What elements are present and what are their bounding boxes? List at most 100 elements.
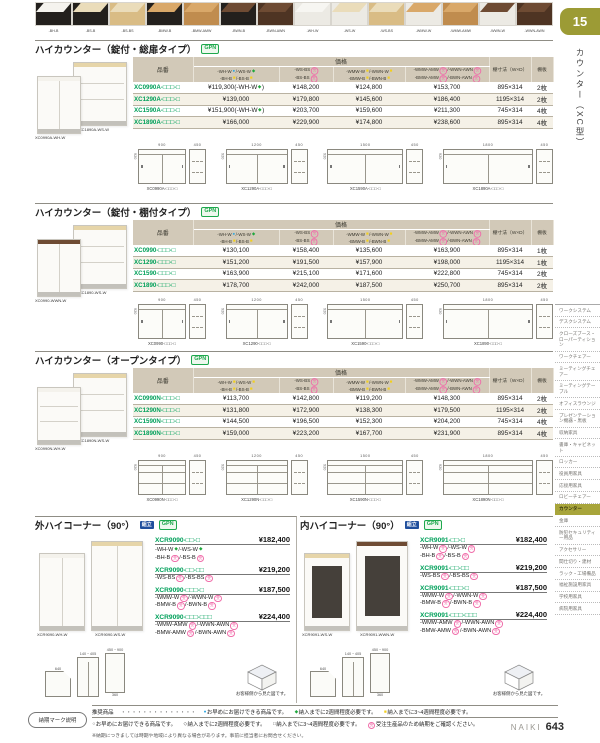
price-cell: ¥196,500 <box>292 418 320 426</box>
col-header-size: 棚寸法（W×D） <box>489 220 532 246</box>
finish-swatch: -WH-W <box>294 2 331 33</box>
shelf-count: 4枚 <box>537 108 547 116</box>
height-dim: 920 <box>220 308 225 315</box>
sidebar-item-1[interactable]: デスクシステム <box>555 317 600 329</box>
sidebar-item-10[interactable]: ロッカー <box>555 457 600 469</box>
sidebar-item-12[interactable]: 応接用家具 <box>555 480 600 492</box>
made-to-order-mark: 受 <box>470 572 478 580</box>
swatch-label: -BWN-B <box>231 28 246 33</box>
made-to-order-mark: 受 <box>495 620 503 628</box>
sidebar-item-9[interactable]: 書庫・キャビネット <box>555 439 600 457</box>
col-header-size: 棚寸法（W×D） <box>489 368 532 394</box>
price-cell: ¥119,300(-WH-W◆) <box>208 84 264 91</box>
product-code: XC0990-□□□-□ <box>134 247 176 255</box>
color-code: /-BWN-B <box>368 75 386 81</box>
dim: 140・405 <box>344 652 362 656</box>
sidebar-item-8[interactable]: 収納家具 <box>555 428 600 440</box>
col-header-colors: -WH-W■/-WS-W■ -BH-B■/-BS-B■ <box>193 377 280 393</box>
dim: 360 <box>376 693 384 697</box>
col-header-shelf: 棚板 <box>531 220 554 246</box>
brand-pagenumber: NAIKI 643 <box>511 721 564 733</box>
front-view <box>327 460 404 495</box>
width-dim: 900 <box>158 454 166 458</box>
color-code: /-WS-W <box>178 547 198 553</box>
sidebar-item-15[interactable]: 金庫 <box>555 515 600 528</box>
sidebar-item-4[interactable]: ミーティングチェアー <box>555 363 600 381</box>
made-to-order-mark: 受 <box>176 574 184 582</box>
sidebar-item-18[interactable]: 間仕切り・建材 <box>555 556 600 569</box>
swatch-image <box>35 2 72 26</box>
diamond-delivery-mark: ◇ <box>183 721 188 727</box>
made-to-order-mark: 受 <box>439 385 447 393</box>
sidebar-item-16[interactable]: 防犯セキュリティー用品 <box>555 527 600 545</box>
sidebar-item-5[interactable]: ミーティングテーブル <box>555 381 600 399</box>
color-line: -WMW-AMW 受/-WWN-AWN 受 <box>420 620 547 628</box>
sidebar-item-22[interactable]: 病院用家具 <box>555 603 600 616</box>
color-code: /-BWN-AWN <box>446 237 472 243</box>
sidebar-item-13[interactable]: ロビーチェアー <box>555 492 600 504</box>
sidebar-item-0[interactable]: ワークシステム <box>555 305 600 317</box>
color-code: -BH-B <box>219 386 232 392</box>
made-to-order-mark: 受 <box>171 554 179 562</box>
made-to-order-mark: 受 <box>472 74 480 82</box>
price-cell: ¥211,300 <box>433 107 461 115</box>
diagram: 920 1800 XC1890N-□□□-□ 450 <box>438 454 553 502</box>
price-cell: ¥179,800 <box>292 95 320 103</box>
yellow-delivery-mark: ■ <box>389 230 392 236</box>
price-cell: ¥145,600 <box>355 95 383 103</box>
made-to-order-mark: 受 <box>467 545 476 553</box>
sidebar-item-14[interactable]: カウンター <box>555 503 600 516</box>
sidebar-item-11[interactable]: 役員用家具 <box>555 468 600 481</box>
sidebar-item-2[interactable]: クローズブース・ローパーティション <box>555 328 600 352</box>
dim: 450・900 <box>106 648 124 652</box>
color-line: -BMW-B 受/-BWN-B 受 <box>420 600 547 608</box>
swatch-image <box>442 2 479 26</box>
color-code: /-BS-B <box>235 75 249 81</box>
sidebar-item-3[interactable]: ワークチェアー <box>555 352 600 364</box>
yellow-delivery-mark: ■ <box>386 74 390 80</box>
price-cell: ¥158,400 <box>292 247 320 254</box>
made-to-order-mark: 受 <box>436 552 444 560</box>
product-photo-label: XC1890N-WS-W <box>79 438 110 443</box>
price-cell: ¥166,000 <box>222 118 250 126</box>
made-to-order-mark: 受 <box>472 385 480 393</box>
color-code: /-BWN-AWN <box>446 74 472 80</box>
diagram: 920 1500 XC1590-□□□-□ 450 <box>322 298 424 346</box>
color-code: -WH-W <box>216 231 232 237</box>
section-high-counter-door: ハイカウンター（錠付・総扉タイプ） GPN XC1890A-WS-W XC0990… <box>35 40 554 202</box>
section-title: ハイカウンター（錠付・棚付タイプ） <box>35 207 197 219</box>
price-block: XCR9090-□□□-□ ¥187,500 -WMW-W 受/-WWN-W 受 -BMW… <box>155 585 290 610</box>
brand-logo: NAIKI <box>510 723 542 732</box>
col-header-kakaku: 価格 <box>193 368 490 378</box>
sidebar-item-20[interactable]: 福祉施設用家具 <box>555 580 600 592</box>
sidebar-item-17[interactable]: アクセサリー <box>555 545 600 557</box>
price: ¥219,200 <box>258 564 290 574</box>
made-to-order-mark: 受 <box>310 67 318 75</box>
depth-dim: 450 <box>295 454 304 458</box>
made-to-order-mark: 受 <box>227 629 235 637</box>
page-tab[interactable]: 15 <box>560 8 600 35</box>
product-code: XC1290A-□□□-□ <box>134 95 180 103</box>
section-title: ハイカウンター（錠付・総扉タイプ） <box>35 44 197 56</box>
sidebar-item-6[interactable]: オフィスラウンジ <box>555 398 600 411</box>
product-photo-label: XC0990-WWN-W <box>35 298 67 303</box>
diagram: 920 900 XC0990N-□□□-□ 450 <box>133 454 206 502</box>
swatch-image <box>109 2 146 26</box>
sidebar-item-19[interactable]: ラック・工場備品 <box>555 568 600 580</box>
iso-view-icon <box>504 664 534 691</box>
price-table-wrap: 品番 価格 棚寸法（W×D） 棚板 -WH-W●/-WS-W◆ -BH-B■/-BS-B■… <box>133 57 554 129</box>
product-code: XCR9091-□□□-□ <box>420 584 469 592</box>
color-code: -WH-W <box>216 68 232 74</box>
color-line: -WH-W◆/-WS-W◆ <box>155 545 290 555</box>
sidebar-item-7[interactable]: プレゼンテーション機器・黒板 <box>555 410 600 428</box>
sidebar-item-21[interactable]: 学校用家具 <box>555 592 600 604</box>
shelf-size: 895×314 <box>497 429 523 437</box>
made-to-order-mark: 受 <box>439 74 447 82</box>
color-code: -BH-B <box>219 238 232 244</box>
made-to-order-mark: 受 <box>451 627 460 635</box>
color-code: /-BS-B <box>235 238 249 244</box>
swatch-top-color <box>110 3 145 12</box>
dimension-diagrams: 920 900 XC0990-□□□-□ 450 920 1200 XC1290-□□□-□… <box>133 298 553 346</box>
table-row: XC1290-□□□-□ ¥151,200 ¥191,500 ¥157,900 ¥198… <box>133 256 554 268</box>
color-code: -BS-BS <box>294 385 309 391</box>
